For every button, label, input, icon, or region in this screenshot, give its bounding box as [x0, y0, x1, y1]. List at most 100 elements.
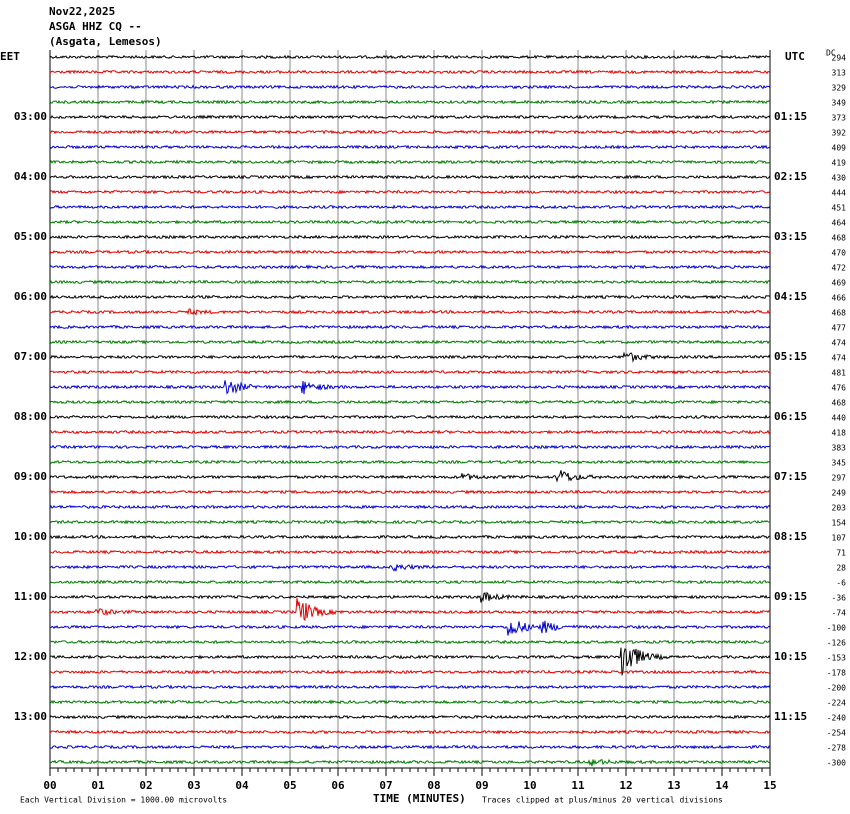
right-time-label: 08:15 [774, 530, 807, 543]
trace [49, 534, 770, 540]
dc-value: 419 [832, 159, 847, 168]
trace [49, 249, 771, 255]
trace [49, 459, 771, 465]
left-time-label: 11:00 [14, 590, 47, 603]
dc-value: 440 [832, 414, 847, 423]
trace [49, 219, 771, 225]
trace [49, 758, 771, 767]
dc-value: -74 [832, 609, 847, 618]
trace [49, 489, 771, 495]
dc-value: 418 [832, 429, 847, 438]
trace [49, 429, 771, 435]
dc-value: 468 [832, 309, 847, 318]
left-time-label: 12:00 [14, 650, 47, 663]
dc-value: 444 [832, 189, 847, 198]
trace [49, 129, 771, 135]
right-time-label: 05:15 [774, 350, 807, 363]
trace [49, 189, 771, 195]
trace [49, 699, 771, 705]
x-tick-label: 00 [43, 779, 56, 792]
trace [49, 54, 771, 60]
dc-value: -153 [827, 654, 846, 663]
left-time-label: 03:00 [14, 110, 47, 123]
trace [49, 339, 771, 345]
right-time-label: 07:15 [774, 470, 807, 483]
left-time-label: 08:00 [14, 410, 47, 423]
trace [49, 369, 771, 375]
trace [49, 549, 771, 555]
trace [49, 470, 771, 483]
dc-value: -100 [827, 624, 846, 633]
left-time-label: 06:00 [14, 290, 47, 303]
trace [49, 264, 771, 270]
x-tick-label: 13 [667, 779, 680, 792]
dc-value: -200 [827, 684, 846, 693]
traces [49, 54, 771, 767]
x-tick-label: 07 [379, 779, 392, 792]
dc-value: -36 [832, 594, 847, 603]
dc-value: 28 [836, 564, 846, 573]
dc-value: 294 [832, 54, 847, 63]
x-tick-label: 03 [187, 779, 200, 792]
dc-value: 474 [832, 339, 847, 348]
dc-value: -240 [827, 714, 846, 723]
right-time-label: 11:15 [774, 710, 807, 723]
dc-value: 383 [832, 444, 847, 453]
left-axis-label: EET [0, 50, 20, 63]
dc-value: 474 [832, 354, 847, 363]
scale-note: Each Vertical Division = 1000.00 microvo… [20, 796, 227, 805]
x-tick-label: 06 [331, 779, 345, 792]
trace [49, 279, 771, 285]
right-time-label: 09:15 [774, 590, 807, 603]
x-tick-label: 10 [523, 779, 536, 792]
dc-value: 472 [832, 264, 847, 273]
trace [49, 84, 771, 90]
trace [49, 684, 771, 690]
dc-value: 470 [832, 249, 847, 258]
trace [49, 647, 771, 676]
dc-value: 203 [832, 504, 847, 513]
right-time-label: 04:15 [774, 290, 807, 303]
trace [49, 414, 771, 420]
trace [49, 308, 771, 316]
dc-value: -178 [827, 669, 846, 678]
dc-value: 329 [832, 84, 847, 93]
x-tick-label: 08 [427, 779, 440, 792]
dc-value: 464 [832, 219, 847, 228]
dc-value: 468 [832, 399, 847, 408]
grid [49, 50, 771, 776]
trace [49, 729, 771, 735]
x-tick-label: 09 [475, 779, 488, 792]
dc-value: 466 [832, 294, 847, 303]
x-tick-label: 15 [763, 779, 776, 792]
trace [49, 159, 771, 165]
right-time-label: 01:15 [774, 110, 807, 123]
dc-value: 469 [832, 279, 847, 288]
dc-value: -6 [836, 579, 846, 588]
trace [49, 563, 771, 572]
x-tick-label: 11 [571, 779, 585, 792]
dc-value: 349 [832, 99, 847, 108]
dc-value: 430 [832, 174, 847, 183]
dc-label: DC [826, 49, 836, 58]
trace [49, 174, 771, 180]
left-time-label: 07:00 [14, 350, 47, 363]
dc-value: 313 [832, 69, 847, 78]
dc-value: -224 [827, 699, 846, 708]
x-tick-label: 04 [235, 779, 249, 792]
left-time-label: 13:00 [14, 710, 47, 723]
dc-value: -126 [827, 639, 846, 648]
x-tick-label: 05 [283, 779, 296, 792]
trace [49, 669, 771, 675]
location: (Asgata, Lemesos) [49, 35, 162, 48]
trace [49, 351, 771, 363]
left-time-label: 05:00 [14, 230, 47, 243]
dc-value: 477 [832, 324, 847, 333]
trace [49, 504, 771, 510]
trace [49, 597, 771, 622]
left-time-label: 04:00 [14, 170, 47, 183]
right-time-label: 02:15 [774, 170, 807, 183]
trace [49, 744, 771, 750]
dc-value: 392 [832, 129, 847, 138]
